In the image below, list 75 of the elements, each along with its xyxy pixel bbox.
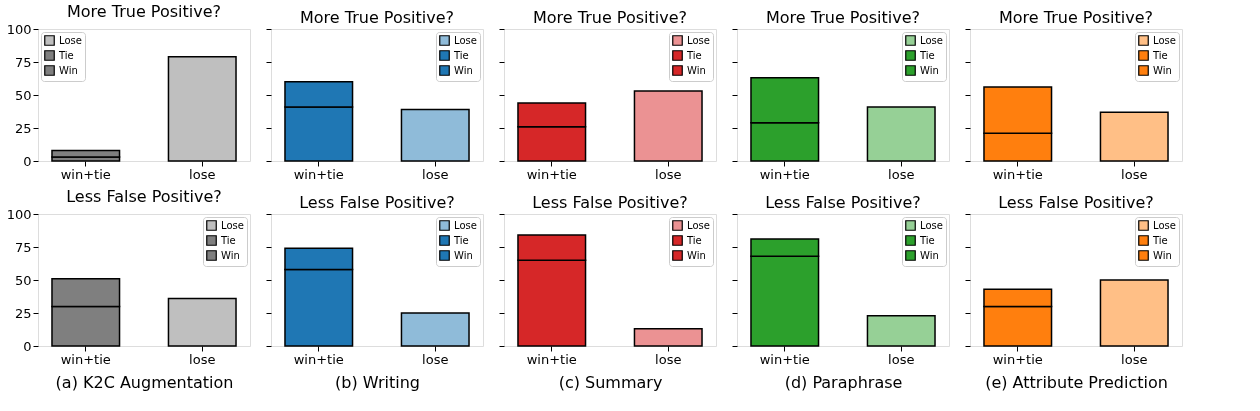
legend-label: Lose bbox=[920, 219, 943, 231]
y-tick-label: 50 bbox=[14, 87, 32, 103]
x-tick-label: lose bbox=[422, 166, 449, 182]
text: (b) Writing bbox=[335, 372, 420, 392]
x-tick-label: win+tie bbox=[992, 351, 1043, 367]
legend-label: Lose bbox=[687, 34, 710, 46]
legend-label: Lose bbox=[59, 34, 82, 46]
text: (e) Attribute Prediction bbox=[985, 372, 1168, 392]
legend-label: Tie bbox=[58, 49, 74, 61]
legend-label: Lose bbox=[454, 219, 477, 231]
legend-label: Win bbox=[920, 64, 939, 76]
x-tick-label: lose bbox=[888, 351, 915, 367]
y-tick-label: 100 bbox=[6, 21, 32, 37]
chart-title: More True Positive? bbox=[766, 7, 920, 27]
legend-label: Win bbox=[221, 249, 240, 261]
x-tick-label: lose bbox=[655, 166, 682, 182]
x-tick-label: lose bbox=[189, 351, 216, 367]
legend-label: Tie bbox=[1152, 234, 1168, 246]
x-tick-label: lose bbox=[189, 166, 216, 182]
x-tick-label: lose bbox=[888, 166, 915, 182]
chart-title: More True Positive? bbox=[300, 7, 454, 27]
legend-label: Tie bbox=[220, 234, 236, 246]
legend-label: Win bbox=[59, 64, 78, 76]
legend-label: Tie bbox=[1152, 49, 1168, 61]
legend-label: Lose bbox=[1153, 34, 1176, 46]
y-tick-label: 75 bbox=[14, 239, 32, 255]
y-tick-label: 75 bbox=[14, 54, 32, 70]
x-tick-label: lose bbox=[1121, 351, 1148, 367]
legend-label: Lose bbox=[687, 219, 710, 231]
legend-label: Win bbox=[687, 249, 706, 261]
legend-label: Lose bbox=[1153, 219, 1176, 231]
y-tick-label: 25 bbox=[14, 305, 32, 321]
x-tick-label: win+tie bbox=[293, 166, 344, 182]
chart-title: More True Positive? bbox=[999, 7, 1153, 27]
x-tick-label: lose bbox=[1121, 166, 1148, 182]
chart-title: Less False Positive? bbox=[998, 192, 1154, 212]
legend-label: Tie bbox=[453, 234, 469, 246]
x-tick-label: win+tie bbox=[60, 351, 111, 367]
chart-title: More True Positive? bbox=[67, 2, 221, 21]
legend-label: Tie bbox=[453, 49, 469, 61]
legend-label: Lose bbox=[221, 219, 244, 231]
x-tick-label: win+tie bbox=[526, 351, 577, 367]
y-tick-label: 50 bbox=[14, 272, 32, 288]
y-tick-label: 0 bbox=[23, 153, 32, 169]
y-tick-label: 25 bbox=[14, 120, 32, 136]
x-tick-label: win+tie bbox=[759, 166, 810, 182]
legend-label: Win bbox=[454, 249, 473, 261]
legend-label: Tie bbox=[919, 234, 935, 246]
legend-label: Win bbox=[454, 64, 473, 76]
chart-title: Less False Positive? bbox=[299, 192, 455, 212]
chart-title: Less False Positive? bbox=[66, 187, 222, 206]
legend-label: Win bbox=[687, 64, 706, 76]
legend-label: Lose bbox=[920, 34, 943, 46]
legend-label: Win bbox=[1153, 249, 1172, 261]
legend-label: Win bbox=[1153, 64, 1172, 76]
x-tick-label: win+tie bbox=[526, 166, 577, 182]
legend-label: Win bbox=[920, 249, 939, 261]
y-tick-label: 0 bbox=[23, 338, 32, 354]
legend-label: Tie bbox=[686, 234, 702, 246]
x-tick-label: win+tie bbox=[759, 351, 810, 367]
legend-label: Lose bbox=[454, 34, 477, 46]
y-tick-label: 100 bbox=[6, 206, 32, 222]
x-tick-label: lose bbox=[422, 351, 449, 367]
x-tick-label: win+tie bbox=[992, 166, 1043, 182]
x-tick-label: win+tie bbox=[60, 166, 111, 182]
x-tick-label: win+tie bbox=[293, 351, 344, 367]
legend-label: Tie bbox=[686, 49, 702, 61]
text: (d) Paraphrase bbox=[784, 372, 903, 392]
legend-label: Tie bbox=[919, 49, 935, 61]
chart-title: Less False Positive? bbox=[532, 192, 688, 212]
text: (a) K2C Augmentation bbox=[55, 372, 234, 392]
text: (c) Summary bbox=[558, 372, 663, 392]
chart-title: Less False Positive? bbox=[765, 192, 921, 212]
x-tick-label: lose bbox=[655, 351, 682, 367]
chart-title: More True Positive? bbox=[533, 7, 687, 27]
